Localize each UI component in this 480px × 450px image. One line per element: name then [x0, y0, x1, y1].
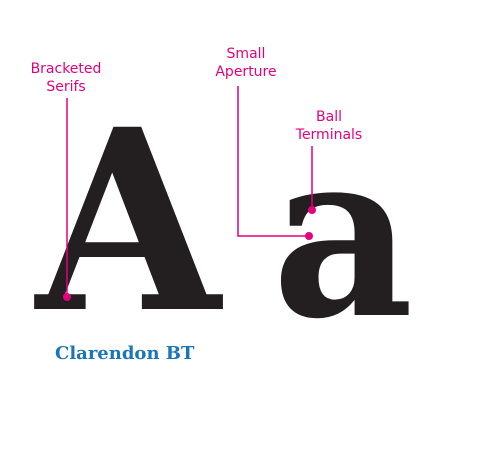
callout-bracketed-serifs: Bracketed Serifs	[28, 60, 104, 96]
uppercase-a-glyph: A	[36, 74, 220, 368]
callout-line: Aperture	[215, 64, 277, 80]
callout-line: Small	[226, 46, 266, 62]
callout-line: Bracketed	[30, 61, 102, 77]
lowercase-a-glyph: a	[272, 100, 414, 370]
callout-ball-terminals: Ball Terminals	[288, 108, 370, 144]
callout-line: Terminals	[295, 127, 363, 143]
callout-small-aperture: Small Aperture	[203, 45, 289, 81]
callout-line: Ball	[316, 109, 342, 125]
callout-line: Serifs	[46, 79, 86, 95]
font-name-caption: Clarendon BT	[55, 343, 195, 364]
